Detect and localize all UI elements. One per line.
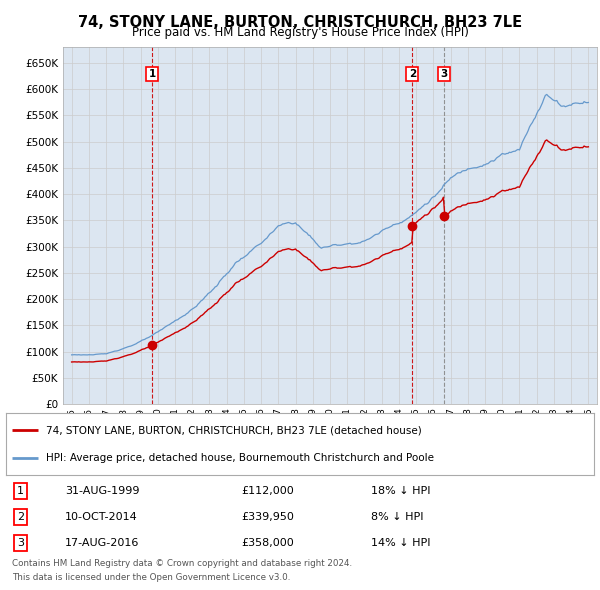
Text: 1: 1 (17, 486, 24, 496)
Text: 74, STONY LANE, BURTON, CHRISTCHURCH, BH23 7LE (detached house): 74, STONY LANE, BURTON, CHRISTCHURCH, BH… (46, 425, 422, 435)
Text: 3: 3 (440, 69, 448, 79)
Text: 18% ↓ HPI: 18% ↓ HPI (371, 486, 430, 496)
Text: 1: 1 (148, 69, 155, 79)
Text: 2: 2 (409, 69, 416, 79)
Text: This data is licensed under the Open Government Licence v3.0.: This data is licensed under the Open Gov… (12, 573, 290, 582)
Text: 3: 3 (17, 538, 24, 548)
Text: £339,950: £339,950 (241, 512, 294, 522)
Text: Contains HM Land Registry data © Crown copyright and database right 2024.: Contains HM Land Registry data © Crown c… (12, 559, 352, 568)
Text: HPI: Average price, detached house, Bournemouth Christchurch and Poole: HPI: Average price, detached house, Bour… (46, 453, 434, 463)
Text: 2: 2 (17, 512, 24, 522)
Text: 8% ↓ HPI: 8% ↓ HPI (371, 512, 423, 522)
Text: 10-OCT-2014: 10-OCT-2014 (65, 512, 137, 522)
Text: 17-AUG-2016: 17-AUG-2016 (65, 538, 139, 548)
Text: Price paid vs. HM Land Registry's House Price Index (HPI): Price paid vs. HM Land Registry's House … (131, 26, 469, 39)
Text: £358,000: £358,000 (241, 538, 294, 548)
Text: 31-AUG-1999: 31-AUG-1999 (65, 486, 139, 496)
Text: 14% ↓ HPI: 14% ↓ HPI (371, 538, 430, 548)
Text: £112,000: £112,000 (241, 486, 294, 496)
Text: 74, STONY LANE, BURTON, CHRISTCHURCH, BH23 7LE: 74, STONY LANE, BURTON, CHRISTCHURCH, BH… (78, 15, 522, 30)
